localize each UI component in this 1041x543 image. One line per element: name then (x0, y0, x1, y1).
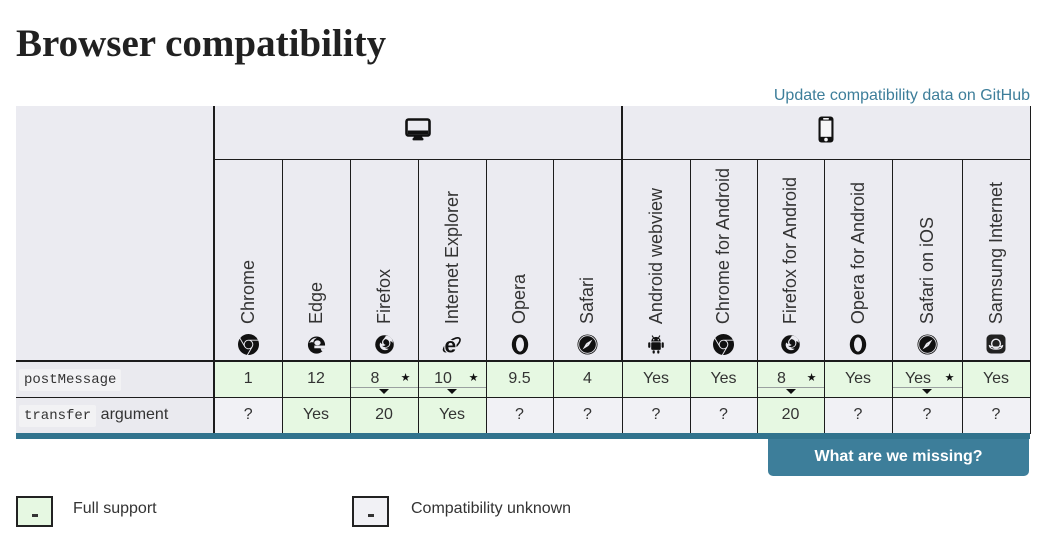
svg-text:e: e (445, 334, 457, 355)
